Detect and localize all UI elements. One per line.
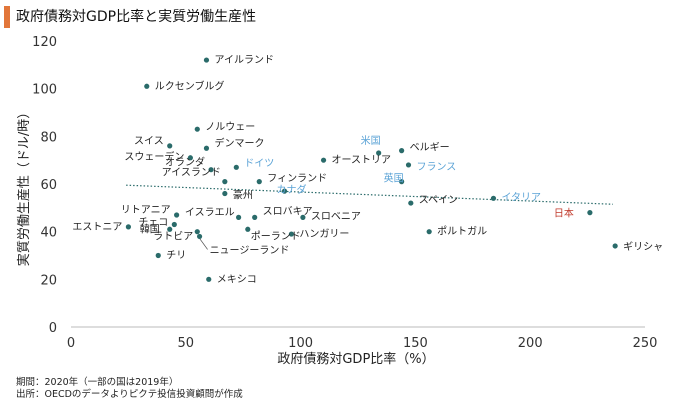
point-label: イタリア [501,191,541,203]
point-label: アイルランド [214,54,273,66]
x-tick-label: 0 [67,336,75,351]
point-label: ポルトガル [437,226,487,238]
data-point [208,167,214,173]
y-tick-label: 20 [40,273,57,288]
data-point [125,224,131,230]
point-label: オーストリア [332,154,392,166]
x-tick-label: 50 [178,336,195,351]
y-tick-label: 60 [40,178,57,193]
data-point [587,210,593,216]
point-label: スウェーデン [124,150,184,163]
data-point [490,195,497,201]
data-point [194,126,200,132]
data-point [288,231,295,237]
data-point [408,200,414,206]
point-label: ドイツ [244,158,274,169]
data-points [125,57,618,282]
point-label: ハンガリー [299,228,349,240]
x-tick-label: 250 [633,336,658,351]
point-label: メキシコ [217,274,257,285]
data-point [281,188,288,194]
leader-line [199,238,208,250]
data-point [399,148,405,154]
data-point [399,179,405,185]
point-label: 英国 [384,172,404,185]
point-label: スイス [134,136,164,147]
data-point [612,243,618,249]
period-note: 期間：2020年（一部の国は2019年） [16,377,179,388]
data-point [203,57,210,63]
point-label: イスラエル [185,206,235,218]
point-label: ラトビア [153,231,193,243]
data-point [222,190,228,197]
data-point [174,212,180,218]
point-label: チェコ [138,217,168,229]
title-accent-bar [4,6,10,28]
data-point [245,226,251,232]
point-label: アイスランド [162,167,221,179]
point-label: 米国 [361,134,381,147]
x-tick-label: 100 [288,336,313,351]
data-point [187,155,193,161]
data-point [194,229,200,235]
y-tick-label: 80 [40,130,57,145]
x-axis-label: 政府債務対GDP比率（%） [277,351,434,367]
data-point [196,233,203,240]
data-point [222,179,228,185]
point-label: ベルギー [410,142,450,154]
y-tick-label: 0 [49,321,57,336]
data-point [233,164,239,170]
point-label: 韓国 [140,223,160,235]
point-label: スロベニア [311,210,361,222]
point-label: フランス [417,161,457,173]
point-label: カナダ [277,183,307,196]
point-label: ルクセンブルグ [155,79,225,92]
data-point [236,214,242,220]
trendline-segment [126,184,613,205]
point-label: エストニア [72,222,122,233]
point-label: スロバキア [263,205,313,217]
y-tick-label: 100 [32,83,57,98]
point-label: 日本 [554,207,574,220]
axes: 0 20 40 60 80 100 120 0 50 100 150 200 250 [32,35,657,351]
x-tick-label: 200 [518,336,543,351]
point-label: ノルウェー [205,121,255,133]
data-point [171,221,177,228]
point-label: デンマーク [214,136,264,149]
y-tick-label: 120 [32,35,57,50]
point-label: スペイン [419,195,458,206]
point-label: フィンランド [267,173,327,185]
source-note: 出所：OECDのデータよりピクテ投信投資顧問が作成 [16,389,243,400]
data-point [155,252,161,259]
y-axis-label: 実質労働生産性（ドル/時） [16,106,32,266]
point-label: リトアニア [121,205,171,216]
data-point [405,162,412,168]
point-label: ギリシャ [623,241,663,253]
point-label: チリ [166,250,186,262]
data-point [167,226,173,232]
chart-title: 政府債務対GDP比率と実質労働生産性 [16,9,257,25]
data-point [206,276,212,282]
data-point [252,214,258,220]
x-tick-label: 150 [403,336,428,351]
point-label: ニュージーランド [210,244,290,256]
point-label: 豪州 [233,189,253,202]
data-point [167,143,173,149]
data-point [256,179,262,185]
data-point [426,229,432,235]
data-point [203,145,210,151]
data-point [144,83,150,89]
y-tick-label: 40 [40,226,57,241]
data-point [376,150,382,156]
leader-lines [199,238,208,250]
point-label: ポーランド [251,230,301,242]
data-point [300,214,306,220]
point-label: オランダ [165,156,205,169]
data-point [320,157,327,163]
trendline [126,184,613,205]
